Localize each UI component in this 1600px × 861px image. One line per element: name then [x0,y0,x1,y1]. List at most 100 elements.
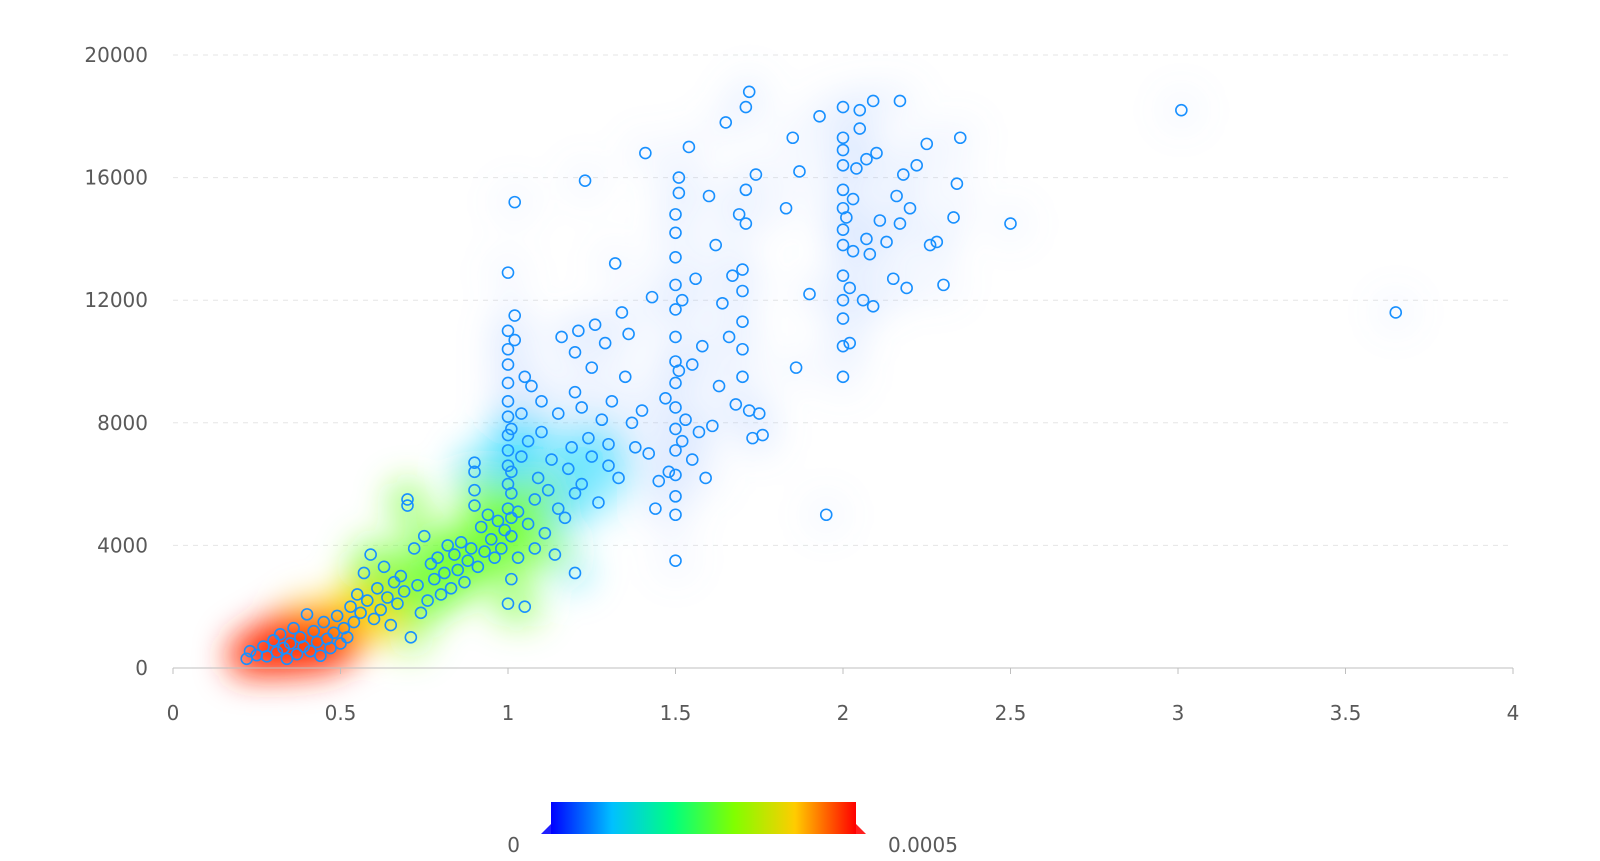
scatter-point [531,471,545,485]
scatter-point [793,165,806,178]
scatter-point [605,395,619,408]
scatter-point [699,471,712,485]
scatter-point [836,159,850,172]
scatter-point [736,315,749,328]
scatter-point [273,627,287,641]
scatter-point [669,208,682,221]
scatter-point [488,551,501,564]
scatter-point [381,591,394,604]
y-tick-label: 0 [135,656,148,680]
scatter-point [471,560,485,574]
scatter-point [836,131,850,145]
scatter-point [840,211,853,224]
scatter-point [669,554,682,568]
scatter-point [672,171,686,184]
scatter-point [843,336,857,350]
scatter-point [819,508,833,522]
scatter-point [836,312,850,325]
heat-blob [623,131,668,176]
scatter-point [937,278,950,292]
heat-blob [827,321,872,366]
heat-blob [723,201,768,246]
x-tick-label: 2 [837,701,850,725]
scatter-point [736,284,749,298]
scatter-point [722,330,736,344]
scatter-point [535,395,548,408]
scatter-point [950,177,964,191]
scatter-point [448,548,461,561]
heat-blob [740,413,785,458]
scatter-point [494,542,508,555]
scatter-point [317,615,331,629]
y-tick-label: 4000 [97,533,148,557]
scatter-point [585,361,599,374]
scatter-point [384,618,398,632]
scatter-point [558,511,572,525]
heat-blob [884,265,929,310]
legend-max-handle [856,824,866,834]
scatter-point [501,358,515,371]
scatter-point [803,287,816,301]
heat-blob [774,345,819,390]
scatter-point [454,536,468,549]
scatter-point [669,508,682,522]
scatter-point [572,324,585,338]
heat-blob [653,538,698,583]
scatter-point [438,566,451,580]
scatter-point [588,318,602,332]
scatter-point [1175,103,1188,117]
heat-blob [1373,290,1418,335]
scatter-point [568,346,582,359]
scatter-point [836,143,850,157]
scatter-point [860,232,873,246]
heat-blob [764,186,809,231]
scatter-point [521,517,535,531]
heat-blob [921,262,966,307]
scatter-point [528,493,542,506]
scatter-point [421,594,434,607]
heat-blob [727,69,772,114]
scatter-point [669,330,682,344]
scatter-point [615,306,629,319]
scatter-point [551,407,565,420]
scatter-point [736,370,749,384]
heat-blob [888,186,932,231]
scatter-point [525,379,538,393]
scatter-point [836,100,850,114]
scatter-point [585,450,599,463]
scatter-point [414,606,428,620]
scatter-point [689,272,702,286]
scatter-point [441,539,455,552]
heat-blob [988,201,1033,246]
scatter-point [575,401,589,414]
color-legend: 0 0.0005 [507,802,958,857]
scatter-point [411,578,424,592]
scatter-point [866,94,880,108]
scatter-point [635,404,649,417]
scatter-point [521,434,535,448]
scatter-point [873,214,887,227]
legend-min-label: 0 [507,833,520,856]
scatter-point [350,588,364,601]
scatter-point [464,542,478,555]
scatter-point [749,168,763,181]
x-tick-label: 4 [1507,701,1520,725]
scatter-point [719,116,733,129]
scatter-point [511,551,525,564]
scatter-point [669,303,682,316]
scatter-point [836,183,850,197]
scatter-point [578,174,592,187]
scatter-point [491,514,505,528]
scatter-point [649,502,662,515]
x-tick-label: 0.5 [325,701,357,725]
scatter-point [354,606,367,620]
scatter-point [391,597,404,610]
density-heatmap [224,69,1418,681]
scatter-point [548,548,562,561]
scatter-point [434,588,448,601]
x-tick-label: 2.5 [995,701,1027,725]
scatter-point [709,238,723,252]
scatter-point [501,266,515,279]
scatter-point [300,608,314,621]
